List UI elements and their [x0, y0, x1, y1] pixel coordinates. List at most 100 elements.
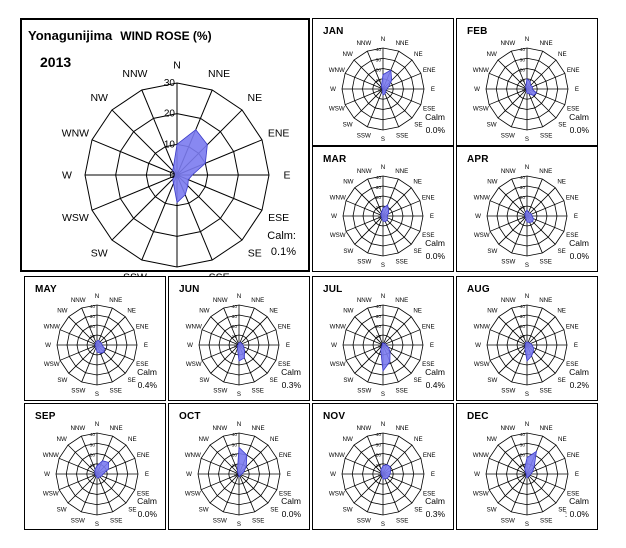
direction-label: WSW [330, 361, 346, 368]
station-name: Yonagunijima [28, 28, 113, 43]
month-title: APR [467, 154, 489, 165]
direction-label: ENE [423, 452, 436, 459]
spoke [238, 457, 278, 475]
direction-label: NE [414, 51, 423, 58]
direction-label: S [381, 391, 385, 398]
calm-label: Calm [569, 112, 589, 122]
spoke [238, 473, 256, 513]
direction-label: NW [342, 436, 352, 443]
year-label: 2013 [40, 54, 72, 70]
direction-label: NNW [70, 425, 85, 432]
direction-label: NNW [357, 297, 372, 304]
direction-label: SE [558, 377, 566, 384]
data-area [525, 77, 538, 96]
spoke [382, 215, 399, 254]
direction-label: NNW [500, 425, 515, 432]
spoke [489, 344, 528, 361]
direction-label: WNW [62, 128, 89, 140]
data-area [172, 129, 208, 204]
month-title: MAR [323, 154, 347, 165]
direction-label: N [525, 36, 529, 43]
sep-wind-rose: 0 10 20 30 40 N NNE NE ENE E ESE SE SSE S SSW SW WSW W WNW… [43, 421, 150, 528]
spoke [382, 473, 413, 504]
direction-label: E [431, 86, 435, 93]
direction-label: WSW [185, 490, 201, 497]
direction-label: NNW [501, 168, 516, 175]
spoke [238, 316, 268, 346]
spoke [526, 72, 566, 90]
direction-label: N [95, 293, 99, 300]
direction-label: ENE [268, 128, 290, 140]
calm-label: Calm [281, 496, 301, 506]
direction-label: ESE [279, 490, 291, 497]
spoke [91, 139, 178, 176]
direction-label: SSE [540, 517, 552, 524]
direction-label: WSW [474, 361, 490, 368]
direction-label: NNW [122, 68, 147, 80]
direction-label: NNE [396, 425, 409, 432]
ring-tick-label: 40 [520, 175, 526, 181]
direction-label: NE [413, 308, 422, 315]
direction-label: WNW [330, 323, 346, 330]
spoke [344, 72, 384, 90]
ring-tick-label: 20 [376, 324, 382, 330]
calm-label: Calm [569, 238, 589, 248]
direction-label: SW [57, 507, 67, 514]
direction-label: ENE [566, 194, 579, 201]
direction-label: SE [248, 247, 262, 259]
data-area [524, 209, 534, 223]
data-area [380, 342, 391, 373]
ring-tick-label: 30 [376, 57, 382, 63]
direction-label: SSW [501, 258, 515, 265]
direction-label: NNE [539, 297, 552, 304]
direction-label: NNW [356, 40, 371, 47]
spoke [210, 316, 240, 346]
direction-label: NW [90, 92, 108, 104]
ring-tick-label: 40 [376, 47, 382, 53]
direction-label: ENE [137, 452, 150, 459]
spoke [222, 435, 240, 475]
calm-label: Calm [425, 367, 445, 377]
spoke [209, 444, 240, 475]
direction-label: W [474, 471, 480, 478]
oct-rose-panel: OCT 0 10 20 30 40 N NNE NE ENE E ESE SE SSE S SSW SW WSW… [168, 403, 310, 530]
direction-label: NNE [540, 40, 553, 47]
ring-tick-label: 40 [520, 304, 526, 310]
direction-label: SE [558, 122, 566, 129]
month-title: FEB [467, 26, 488, 37]
spoke [489, 215, 528, 232]
spoke [354, 316, 384, 346]
spoke [238, 344, 277, 361]
calm-readout: Calm 0.0% [425, 111, 445, 137]
spoke [200, 457, 240, 475]
ring-tick-label: 10 [90, 463, 96, 469]
calm-readout: Calm 0.0% [425, 237, 445, 263]
calm-value: 0.1% [270, 246, 296, 258]
spoke [526, 307, 543, 346]
ring-tick-label: 30 [232, 314, 238, 320]
spoke [382, 88, 400, 128]
direction-label: NNE [208, 68, 230, 80]
jan-rose-panel: JAN 0 10 20 30 40 N NNE NE ENE E ESE SE SSE S SSW SW WSW… [312, 18, 454, 146]
direction-label: S [381, 262, 385, 269]
direction-label: E [431, 471, 435, 478]
direction-label: WSW [329, 490, 345, 497]
direction-label: NNE [539, 168, 552, 175]
spoke [344, 473, 384, 491]
spoke [111, 174, 178, 241]
calm-value: : 0.0% [564, 509, 589, 519]
direction-label: SW [343, 377, 353, 384]
direction-label: SSW [357, 517, 371, 524]
spoke [353, 473, 384, 504]
direction-label: SW [487, 507, 497, 514]
spoke [382, 88, 422, 106]
month-title: OCT [179, 411, 201, 422]
calm-value: 0.3% [281, 380, 301, 390]
spoke [67, 473, 98, 504]
direction-label: WSW [329, 105, 345, 112]
annual-rose-panel: Yonagunijima WIND ROSE (%) 2013 0 10 20 30 N N… [20, 18, 310, 292]
spoke [382, 307, 399, 346]
direction-label: WNW [329, 67, 345, 74]
ring-tick-label: 0 [169, 170, 175, 181]
direction-label: SSE [396, 387, 408, 394]
